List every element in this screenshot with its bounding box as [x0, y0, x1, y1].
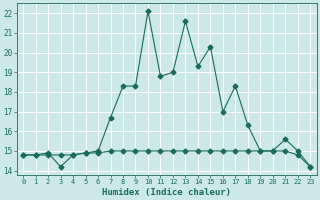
X-axis label: Humidex (Indice chaleur): Humidex (Indice chaleur)	[102, 188, 231, 197]
